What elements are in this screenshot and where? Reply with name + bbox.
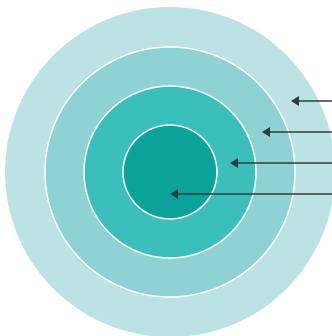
arrow-head: [291, 96, 299, 106]
arrow-head: [262, 127, 270, 137]
arrow-head: [170, 189, 178, 199]
arrow-outer-ring: [291, 96, 332, 106]
arrow-core: [170, 189, 332, 199]
arrow-third-ring: [230, 158, 332, 168]
ring-core: [122, 124, 218, 220]
arrow-head: [230, 158, 238, 168]
arrow-second-ring: [262, 127, 332, 137]
